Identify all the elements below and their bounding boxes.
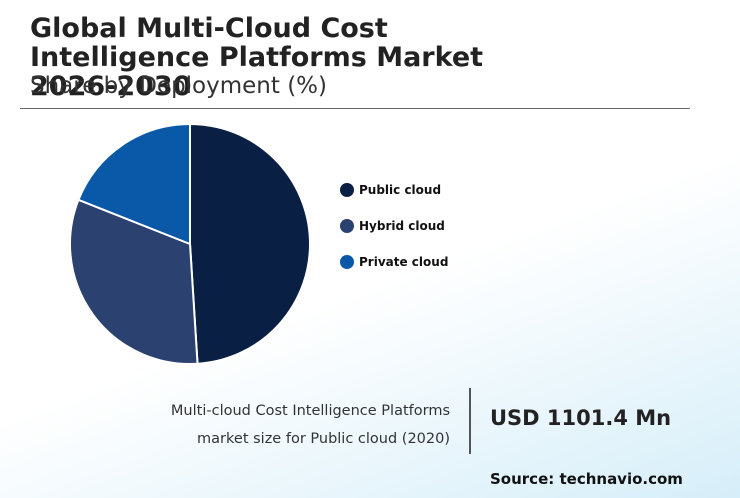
legend: Public cloud Hybrid cloud Private cloud <box>340 172 448 280</box>
legend-label: Public cloud <box>359 183 442 197</box>
legend-item: Private cloud <box>340 244 448 280</box>
source: Source: technavio.com <box>490 470 683 488</box>
pie-slice <box>77 122 191 246</box>
pie-slice <box>69 198 199 365</box>
highlight-description: Multi-cloud Cost Intelligence Platforms … <box>170 403 450 447</box>
pie-slice <box>189 122 311 365</box>
divider <box>469 388 471 454</box>
legend-item: Hybrid cloud <box>340 208 448 244</box>
divider <box>20 108 690 109</box>
subtitle: Share by Deployment (%) <box>30 73 328 99</box>
legend-swatch <box>340 255 354 269</box>
legend-swatch <box>340 219 354 233</box>
legend-label: Private cloud <box>359 255 449 269</box>
legend-swatch <box>340 183 354 197</box>
legend-label: Hybrid cloud <box>359 219 445 233</box>
legend-item: Public cloud <box>340 172 448 208</box>
highlight-value: USD 1101.4 Mn <box>490 406 672 430</box>
title: Global Multi-Cloud Cost Intelligence Pla… <box>30 13 484 102</box>
